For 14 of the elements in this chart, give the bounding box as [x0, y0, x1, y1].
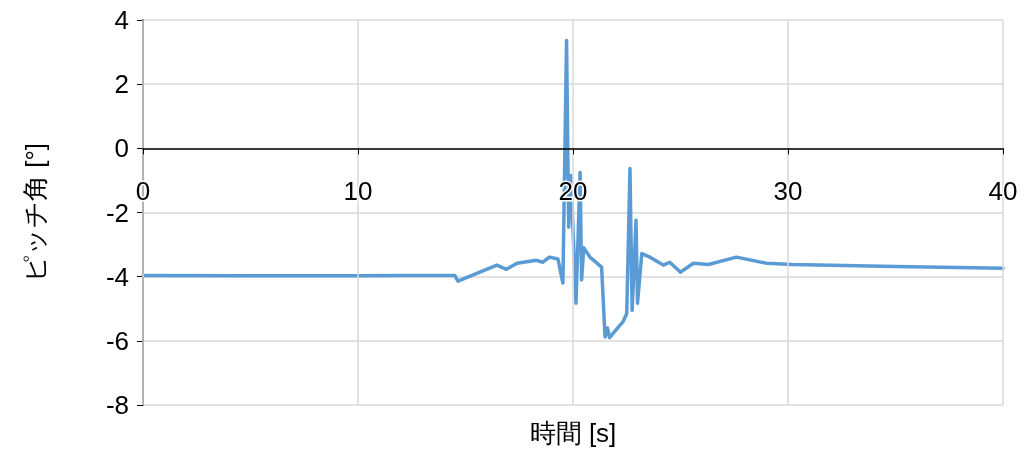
- y-tick-label: 0: [114, 133, 129, 164]
- y-axis-title: ピッチ角 [°]: [20, 142, 50, 283]
- y-tick-label: 4: [114, 5, 129, 35]
- x-tick-label: 20: [558, 176, 588, 207]
- x-tick-label: 10: [343, 176, 373, 207]
- y-tick-label: -2: [105, 197, 129, 228]
- y-tick-label: -8: [105, 390, 129, 420]
- y-tick-label: -6: [105, 325, 129, 356]
- x-tick-label: 30: [773, 176, 803, 207]
- y-tick-label: 2: [114, 69, 129, 100]
- y-tick-label: -4: [105, 261, 129, 292]
- x-axis-title: 時間 [s]: [529, 418, 617, 449]
- x-tick-label: 0: [135, 176, 151, 207]
- x-tick-label: 40: [988, 176, 1018, 207]
